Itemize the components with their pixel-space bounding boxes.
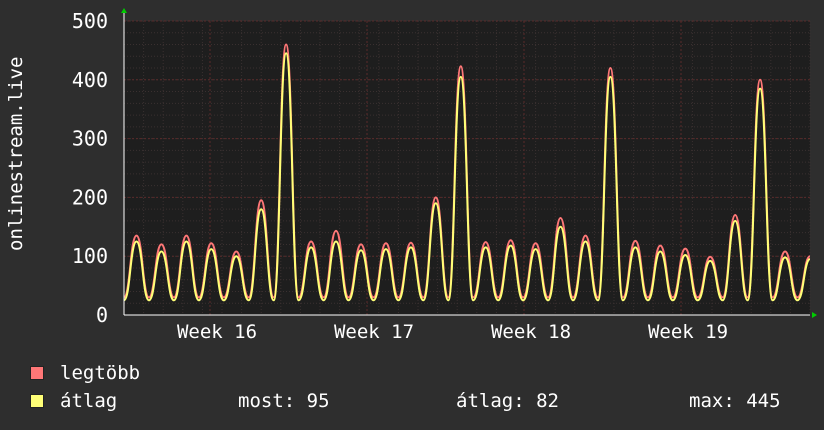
y-axis-arrow xyxy=(121,8,127,13)
y-tick-label: 500 xyxy=(72,9,108,33)
y-tick-label: 200 xyxy=(72,185,108,209)
y-axis-label: onlinestream.live xyxy=(5,56,27,251)
legend-label-legtobb: legtöbb xyxy=(60,362,141,384)
y-tick-label: 400 xyxy=(72,68,108,92)
stat-average: átlag: 82 xyxy=(456,390,559,412)
series-line-atlag xyxy=(123,52,811,302)
stat-current: most: 95 xyxy=(238,390,330,412)
x-tick-label: Week 18 xyxy=(491,321,571,343)
x-tick-label: Week 17 xyxy=(334,321,414,343)
y-tick-label: 100 xyxy=(72,244,108,268)
legend-swatch-legtobb xyxy=(30,366,44,380)
legend-label-atlag: átlag xyxy=(60,390,118,412)
x-axis-arrow xyxy=(812,312,817,318)
x-tick-label: Week 19 xyxy=(648,321,728,343)
y-tick-label: 0 xyxy=(96,303,108,327)
y-tick-label: 300 xyxy=(72,127,108,151)
stat-max: max: 445 xyxy=(689,390,781,412)
x-tick-label: Week 16 xyxy=(177,321,257,343)
legend-swatch-atlag xyxy=(30,394,44,408)
